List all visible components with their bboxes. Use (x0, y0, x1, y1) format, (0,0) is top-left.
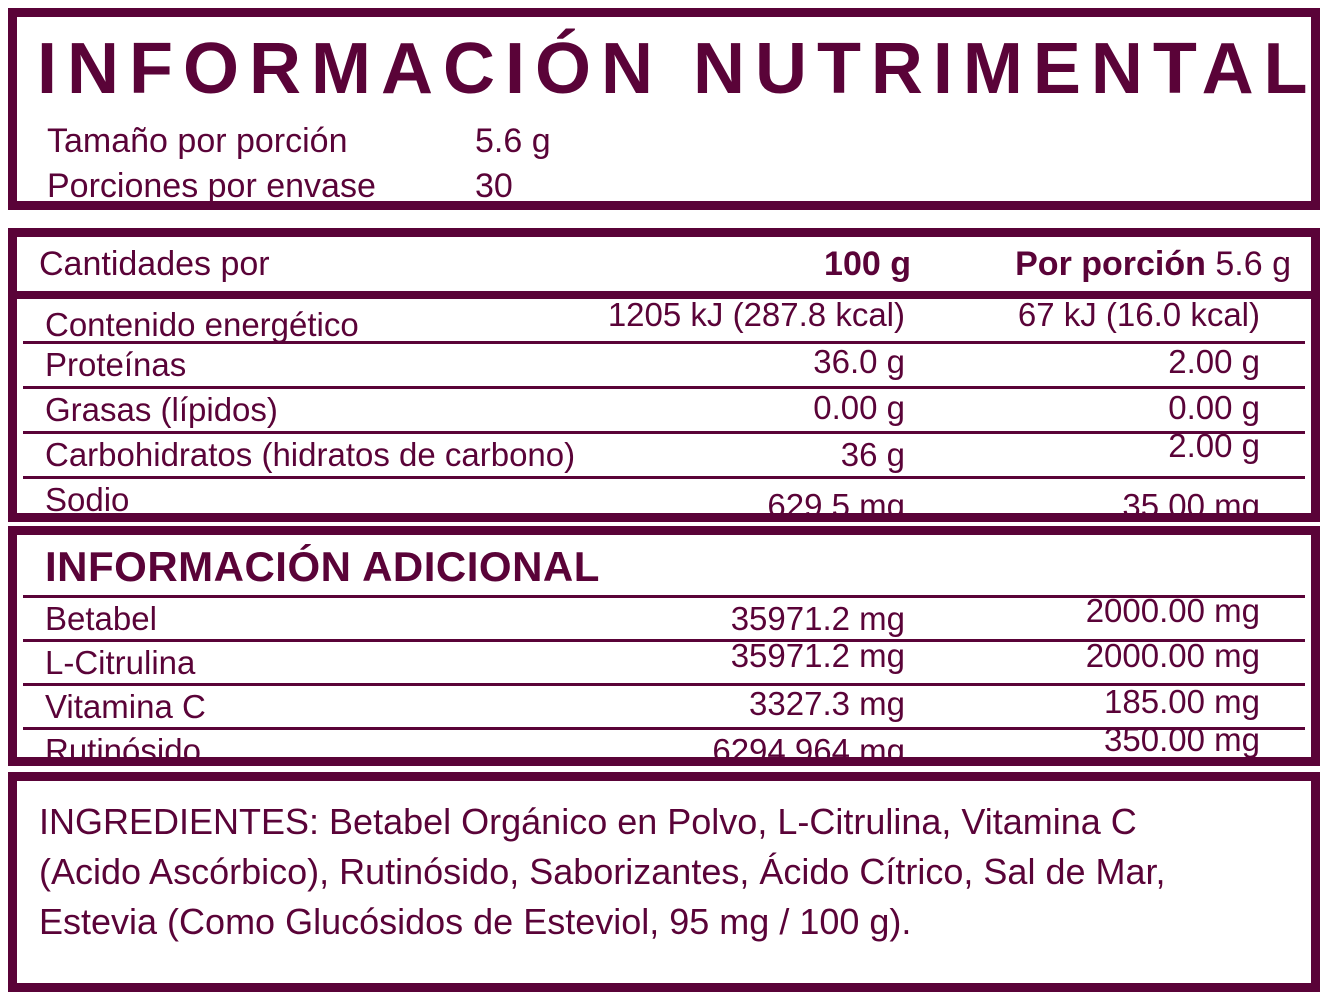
ingredients-line-3: Estevia (Como Glucósidos de Esteviol, 95… (39, 901, 912, 942)
nutrition-table-header: Cantidades por 100 g Por porción 5.6 g (17, 237, 1311, 299)
serving-info: Tamaño por porción 5.6 g Porciones por e… (47, 119, 1311, 205)
col-header-100g: 100 g (824, 244, 911, 283)
nutrient-name: Contenido energético (45, 306, 359, 343)
ingredient-name: L-Citrulina (45, 643, 196, 681)
ingredients-line-1: INGREDIENTES: Betabel Orgánico en Polvo,… (39, 801, 1137, 842)
page-title: INFORMACIÓN NUTRIMENTAL (37, 29, 1318, 109)
ingredient-per-portion: 350.00 mg (1104, 720, 1260, 758)
nutrient-name: Sodio (45, 481, 130, 518)
ingredients-box: INGREDIENTES: Betabel Orgánico en Polvo,… (8, 772, 1320, 992)
ingredient-per-portion: 185.00 mg (1104, 682, 1260, 720)
servings-per-container-label: Porciones por envase (47, 167, 376, 205)
additional-info-rows: Betabel 35971.2 mg 2000.00 mg L-Citrulin… (23, 592, 1305, 766)
serving-size-label: Tamaño por porción (47, 122, 348, 160)
table-row: Betabel 35971.2 mg 2000.00 mg (23, 592, 1305, 639)
nutrient-per-100g: 629.5 mg (767, 487, 905, 522)
nutrient-per-100g: 0.00 g (813, 389, 905, 426)
col-header-portion-label: Por porción (1015, 244, 1206, 283)
nutrient-name: Carbohidratos (hidratos de carbono) (45, 436, 576, 473)
nutrition-table-box: Cantidades por 100 g Por porción 5.6 g C… (8, 228, 1320, 522)
nutrient-per-100g: 36 g (840, 436, 905, 473)
ingredient-per-100g: 6294.964 mg (712, 731, 905, 766)
ingredient-name: Vitamina C (45, 687, 206, 725)
table-row: Contenido energético 1205 kJ (287.8 kcal… (23, 296, 1305, 343)
ingredient-per-100g: 35971.2 mg (730, 636, 905, 674)
serving-size-value: 5.6 g (475, 122, 551, 160)
col-header-portion: Por porción 5.6 g (911, 245, 1311, 284)
nutrient-per-portion: 2.00 g (1168, 427, 1260, 464)
servings-per-container-row: Porciones por envase 30 (47, 164, 1311, 205)
ingredient-name: Rutinósido (45, 731, 201, 766)
title-box: INFORMACIÓN NUTRIMENTAL Tamaño por porci… (8, 8, 1320, 210)
ingredient-per-100g: 3327.3 mg (749, 684, 905, 722)
table-row: Proteínas 36.0 g 2.00 g (23, 341, 1305, 386)
ingredient-per-portion: 2000.00 mg (1085, 591, 1260, 629)
nutrient-per-portion: 67 kJ (16.0 kcal) (1017, 296, 1260, 333)
ingredients-paragraph: INGREDIENTES: Betabel Orgánico en Polvo,… (39, 797, 1311, 947)
table-row: Rutinósido 6294.964 mg 350.00 mg (23, 721, 1305, 766)
serving-size-row: Tamaño por porción 5.6 g (47, 119, 1311, 164)
nutrition-rows: Contenido energético 1205 kJ (287.8 kcal… (23, 296, 1305, 522)
nutrient-per-100g: 36.0 g (813, 343, 905, 380)
table-row: Grasas (lípidos) 0.00 g 0.00 g (23, 386, 1305, 431)
nutrient-per-portion: 35.00 mg (1122, 487, 1260, 522)
amounts-per-label: Cantidades por (39, 244, 270, 283)
table-row: Vitamina C 3327.3 mg 185.00 mg (23, 683, 1305, 727)
nutrient-per-portion: 0.00 g (1168, 389, 1260, 426)
ingredient-per-100g: 35971.2 mg (730, 599, 905, 637)
table-row: Carbohidratos (hidratos de carbono) 36 g… (23, 427, 1305, 476)
additional-info-title: INFORMACIÓN ADICIONAL (23, 541, 1305, 598)
nutrient-per-100g: 1205 kJ (287.8 kcal) (607, 296, 905, 333)
nutrient-per-portion: 2.00 g (1168, 343, 1260, 380)
table-row: Sodio 629.5 mg 35.00 mg (23, 476, 1305, 522)
servings-per-container-value: 30 (475, 167, 513, 205)
ingredient-per-portion: 2000.00 mg (1085, 636, 1260, 674)
ingredients-line-2: (Acido Ascórbico), Rutinósido, Saborizan… (39, 851, 1166, 892)
col-header-portion-value: 5.6 g (1215, 244, 1291, 283)
additional-info-header: INFORMACIÓN ADICIONAL (23, 541, 1305, 598)
table-row: L-Citrulina 35971.2 mg 2000.00 mg (23, 636, 1305, 683)
ingredient-name: Betabel (45, 599, 157, 637)
nutrient-name: Proteínas (45, 346, 187, 383)
nutrient-name: Grasas (lípidos) (45, 391, 278, 428)
additional-info-box: INFORMACIÓN ADICIONAL Betabel 35971.2 mg… (8, 526, 1320, 766)
